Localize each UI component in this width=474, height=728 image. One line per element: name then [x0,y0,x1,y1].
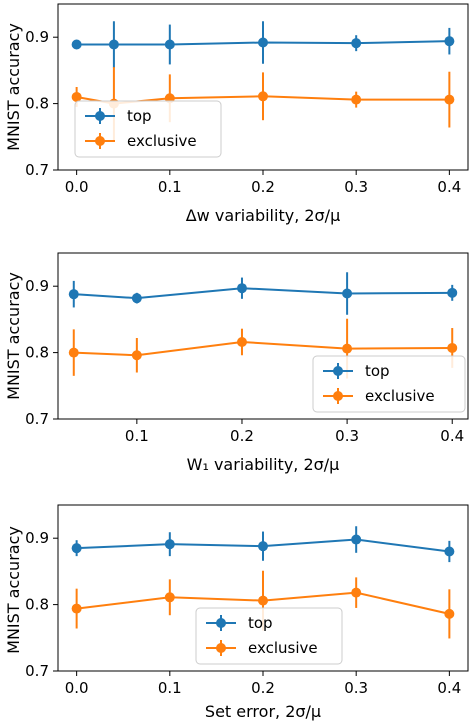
y-tick-label: 0.7 [25,410,49,428]
legend-marker [333,366,343,376]
legend: top exclusive [195,607,343,665]
x-axis-label: Set error, 2σ/μ [205,702,321,721]
data-point [258,541,268,552]
data-point [444,36,455,47]
data-point [447,287,458,298]
legend-item-exclusive: exclusive [206,639,318,657]
x-tick-label: 0.2 [251,679,275,697]
data-point [342,288,353,299]
legend: top exclusive [312,355,466,413]
y-tick-label: 0.8 [25,344,49,362]
data-point [444,94,455,105]
data-point [164,39,175,50]
data-point [71,91,82,102]
data-point [236,283,247,294]
data-point [351,534,362,545]
legend-item-top: top [85,107,152,125]
data-point [258,91,268,102]
plot-frame [57,252,469,420]
data-point [131,293,142,304]
legend-label: exclusive [365,387,435,405]
data-point [71,603,82,614]
data-point [258,37,268,48]
legend-label: top [248,614,273,632]
series-line [73,340,453,357]
x-tick-label: 0.0 [65,178,89,196]
x-tick-label: 0.1 [158,679,182,697]
legend-marker [216,643,226,653]
y-axis-label: MNIST accuracy [4,23,23,151]
legend: top exclusive [74,100,222,158]
legend-item-exclusive: exclusive [85,132,197,150]
x-tick-label: 0.3 [344,178,368,196]
data-point [68,347,79,358]
data-point [164,592,175,603]
y-tick-label: 0.7 [25,161,49,179]
data-point [444,608,455,619]
legend-label: exclusive [127,132,197,150]
x-tick-label: 0.1 [125,427,149,445]
data-point [351,38,362,49]
x-tick-label: 0.0 [65,679,89,697]
legend-marker [95,111,105,121]
legend-label: exclusive [248,639,318,657]
data-point [236,336,247,347]
x-tick-label: 0.1 [158,178,182,196]
data-point [68,289,79,300]
y-tick-label: 0.7 [25,662,49,680]
legend-marker [216,618,226,628]
y-axis-label: MNIST accuracy [4,272,23,400]
y-tick-label: 0.8 [25,95,49,113]
data-point [444,546,455,557]
series-top [71,21,455,68]
chart-panel-2: 0.1 0.2 0.3 0.4 0.7 0.8 0.9 W₁ variability, 2σ/… [4,252,469,474]
data-point [108,39,119,50]
x-tick-label: 0.2 [251,178,275,196]
data-point [164,539,175,550]
x-tick-label: 0.3 [344,679,368,697]
series-line [76,40,450,46]
series-top [71,526,455,563]
y-tick-label: 0.9 [25,529,49,547]
data-point [131,350,142,361]
x-axis-label: Δw variability, 2σ/μ [186,206,341,225]
legend-marker [333,391,343,401]
y-tick-label: 0.8 [25,596,49,614]
series-top [68,272,458,315]
data-point [351,587,362,598]
y-tick-label: 0.9 [25,28,49,46]
legend-marker [95,136,105,146]
y-axis-label: MNIST accuracy [4,526,23,654]
legend-label: top [365,362,390,380]
data-point [342,343,353,354]
data-point [71,543,82,554]
legend-item-exclusive: exclusive [323,387,435,405]
x-tick-label: 0.2 [230,427,254,445]
data-point [447,342,458,353]
data-point [351,94,362,105]
chart-panel-3: 0.0 0.1 0.2 0.3 0.4 0.7 0.8 0.9 Set error, 2σ/μ M… [4,504,469,721]
series-line [73,287,453,300]
legend-item-top: top [206,614,273,632]
data-point [71,39,82,50]
x-tick-label: 0.4 [440,427,464,445]
x-tick-label: 0.3 [335,427,359,445]
x-axis-label: W₁ variability, 2σ/μ [187,455,340,474]
data-point [258,595,268,606]
chart-panel-1: 0.0 0.1 0.2 0.3 0.4 0.7 0.8 0.9 Δw variability, … [4,3,469,225]
y-tick-label: 0.9 [25,277,49,295]
legend-label: top [127,107,152,125]
x-tick-label: 0.4 [437,178,461,196]
x-tick-label: 0.4 [437,679,461,697]
legend-item-top: top [323,362,390,380]
